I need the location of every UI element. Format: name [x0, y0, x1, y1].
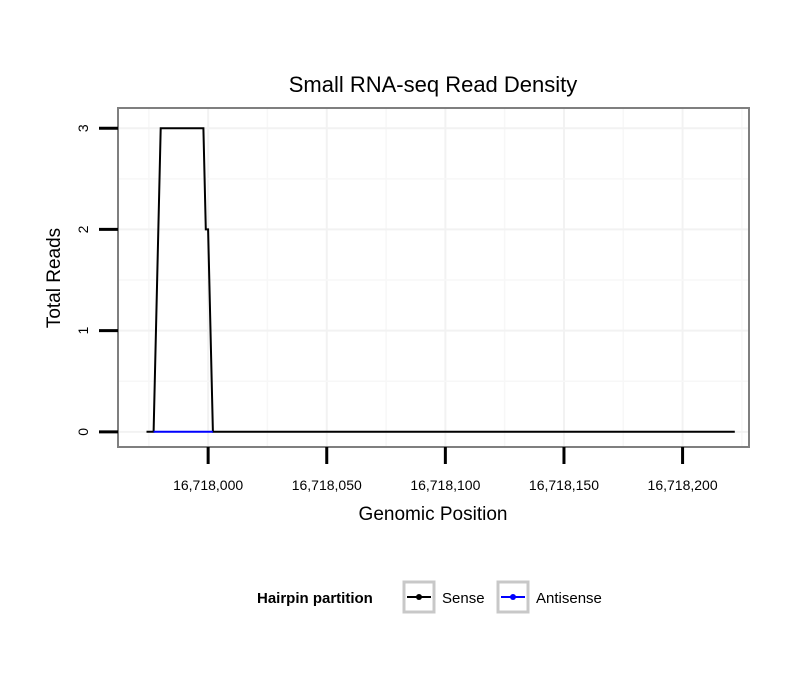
- x-tick-label: 16,718,100: [410, 477, 480, 493]
- series-line-sense: [146, 127, 735, 433]
- x-tick-label: 16,718,050: [292, 477, 362, 493]
- chart-title: Small RNA-seq Read Density: [289, 72, 578, 97]
- y-tick-label: 1: [75, 327, 91, 335]
- legend-label-sense: Sense: [442, 590, 485, 607]
- legend-item-antisense: Antisense: [496, 580, 602, 614]
- x-tick-label: 16,718,000: [173, 477, 243, 493]
- legend-label-antisense: Antisense: [536, 590, 602, 607]
- y-tick-label: 3: [75, 124, 91, 132]
- x-tick-label: 16,718,200: [648, 477, 718, 493]
- y-tick-label: 2: [75, 225, 91, 233]
- axis-ticks: 16,718,000 16,718,050 16,718,100 16,718,150…: [75, 124, 718, 493]
- legend-key-sense-box: [402, 580, 436, 614]
- legend-item-sense: Sense: [402, 580, 485, 614]
- plot-panel-border: [117, 107, 750, 448]
- data-series: [146, 127, 735, 433]
- x-axis-title: Genomic Position: [359, 504, 508, 525]
- legend-key-sense-point: [416, 594, 422, 600]
- y-axis-title: Total Reads: [44, 228, 65, 328]
- legend-key-antisense-point: [510, 594, 516, 600]
- y-tick-label: 0: [75, 428, 91, 436]
- legend: Hairpin partition Sense Antisense: [257, 580, 602, 614]
- legend-title: Hairpin partition: [257, 590, 373, 607]
- x-tick-label: 16,718,150: [529, 477, 599, 493]
